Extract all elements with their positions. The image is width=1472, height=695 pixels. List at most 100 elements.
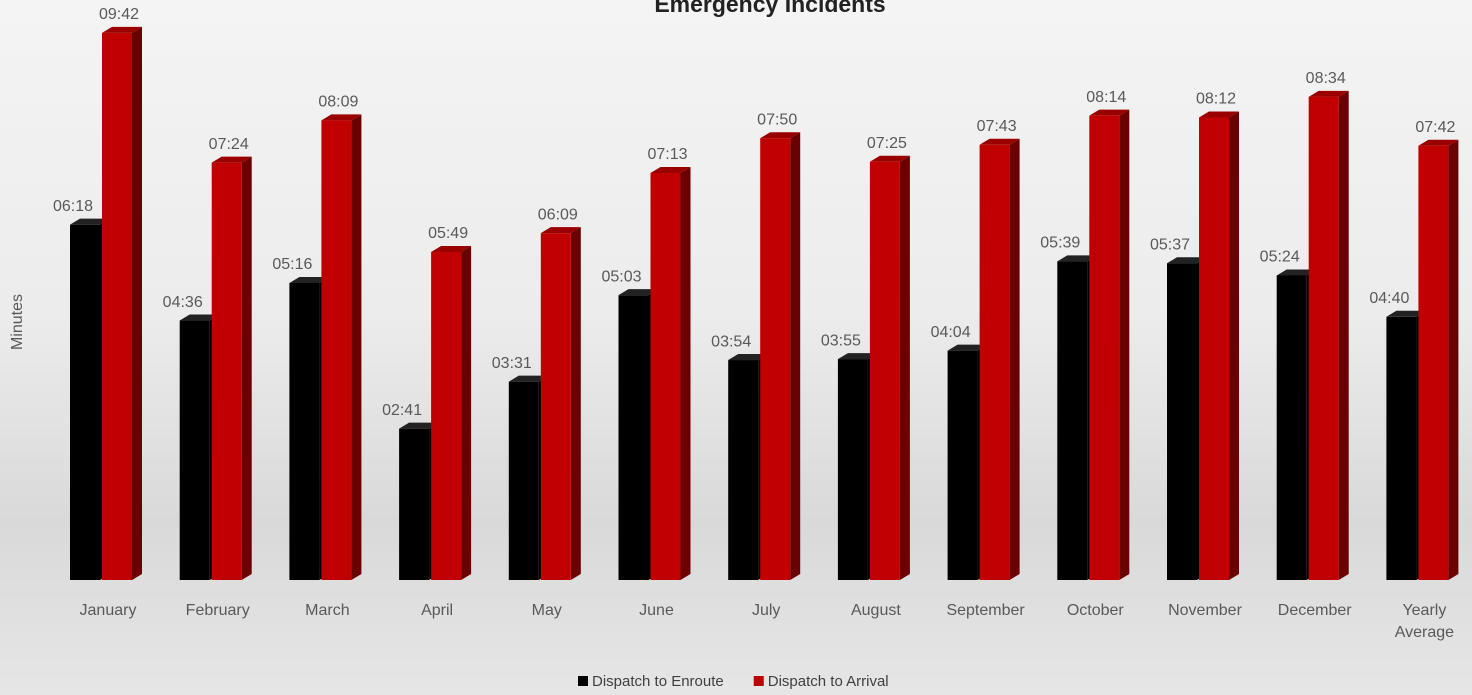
- y-axis-title: Minutes: [9, 294, 26, 350]
- bar-top: [728, 354, 769, 361]
- bar-top: [947, 344, 988, 351]
- bar: [321, 114, 362, 580]
- bar-front: [70, 224, 100, 580]
- bar-front: [1276, 275, 1307, 580]
- bar-top: [979, 138, 1020, 145]
- bar-front: [1057, 261, 1088, 580]
- bar: [1418, 139, 1459, 580]
- bar-side: [1119, 109, 1130, 580]
- bar-top: [1089, 109, 1130, 116]
- bar-side: [570, 227, 581, 580]
- bar-front: [540, 233, 571, 580]
- bar-top: [1276, 269, 1317, 276]
- bar-front: [618, 295, 649, 580]
- bar: [1308, 90, 1349, 580]
- bar-top: [1057, 255, 1098, 262]
- bar-side: [1448, 139, 1459, 580]
- bar-top: [70, 218, 110, 225]
- x-tick-label: January: [79, 602, 137, 619]
- x-tick-label: Yearly Average: [1394, 602, 1455, 641]
- value-label: 06:18: [53, 198, 93, 215]
- bar-top: [399, 422, 440, 429]
- bar-side: [1229, 111, 1239, 581]
- value-label: 08:12: [1196, 91, 1236, 108]
- x-tick-label: July: [751, 602, 781, 619]
- x-tick-label: June: [639, 602, 674, 619]
- value-label: 03:31: [492, 355, 532, 372]
- bar-top: [1386, 310, 1427, 317]
- legend-swatch: [753, 676, 764, 686]
- value-label: 03:54: [711, 333, 751, 350]
- bar-front: [431, 251, 462, 581]
- bar: [1089, 109, 1130, 580]
- bar-top: [1418, 139, 1459, 146]
- bar-top: [508, 375, 549, 382]
- bar-front: [321, 120, 352, 580]
- x-tick-label: November: [1168, 602, 1242, 619]
- bar: [211, 156, 252, 580]
- bar-front: [979, 144, 1010, 580]
- bar-side: [241, 156, 252, 580]
- value-label: 07:42: [1415, 119, 1455, 136]
- value-label: 05:24: [1260, 249, 1300, 266]
- value-label: 05:37: [1150, 236, 1190, 253]
- bar-top: [650, 166, 691, 173]
- bar-top: [211, 156, 252, 163]
- value-label: 05:16: [272, 256, 312, 273]
- bar-front: [1199, 117, 1229, 581]
- value-label: 08:34: [1306, 70, 1346, 87]
- bar-side: [899, 155, 910, 580]
- bar-top: [289, 276, 330, 283]
- legend-label: Dispatch to Arrival: [768, 673, 889, 690]
- x-tick-label: December: [1277, 602, 1352, 619]
- bar-front: [1167, 263, 1197, 580]
- bar: [540, 227, 581, 580]
- bar: [102, 26, 142, 581]
- x-tick-label: August: [850, 602, 901, 619]
- bar-top: [1167, 257, 1207, 264]
- bar-front: [650, 172, 681, 580]
- value-label: 09:42: [99, 6, 139, 23]
- chart-title: Emergency Incidents: [654, 0, 885, 17]
- bar-front: [399, 428, 430, 580]
- value-label: 07:24: [209, 136, 249, 153]
- x-tick-label: May: [531, 602, 562, 619]
- legend-swatch: [578, 676, 588, 686]
- bar-top: [321, 114, 362, 121]
- value-label: 06:09: [538, 206, 578, 223]
- bar-side: [680, 166, 691, 580]
- value-label: 07:13: [647, 146, 687, 163]
- bar-side: [1338, 90, 1349, 580]
- bar-top: [760, 132, 801, 139]
- bar-front: [508, 381, 539, 580]
- value-label: 04:36: [163, 294, 203, 311]
- value-label: 08:09: [318, 94, 358, 111]
- bar-top: [1308, 90, 1349, 97]
- value-label: 08:14: [1086, 89, 1126, 106]
- bar-top: [618, 289, 659, 296]
- bar-side: [351, 114, 362, 580]
- bar-front: [102, 32, 132, 581]
- value-label: 02:41: [382, 402, 422, 419]
- bar: [650, 166, 691, 580]
- bar: [760, 132, 801, 580]
- bar-front: [947, 350, 978, 580]
- bar-top: [869, 155, 910, 162]
- bar-front: [1089, 115, 1120, 580]
- value-label: 05:49: [428, 225, 468, 242]
- bar-front: [179, 320, 210, 580]
- bar: [1199, 111, 1239, 581]
- bar-top: [837, 353, 878, 360]
- value-label: 07:25: [867, 135, 907, 152]
- bar-top: [102, 26, 142, 33]
- bar: [979, 138, 1020, 580]
- bar-front: [211, 162, 242, 580]
- bar-side: [132, 26, 142, 581]
- bar-front: [760, 138, 791, 580]
- bar-side: [790, 132, 801, 580]
- value-label: 04:40: [1369, 290, 1409, 307]
- x-tick-label: February: [185, 602, 250, 619]
- value-label: 04:04: [931, 324, 971, 341]
- bar-side: [461, 245, 472, 581]
